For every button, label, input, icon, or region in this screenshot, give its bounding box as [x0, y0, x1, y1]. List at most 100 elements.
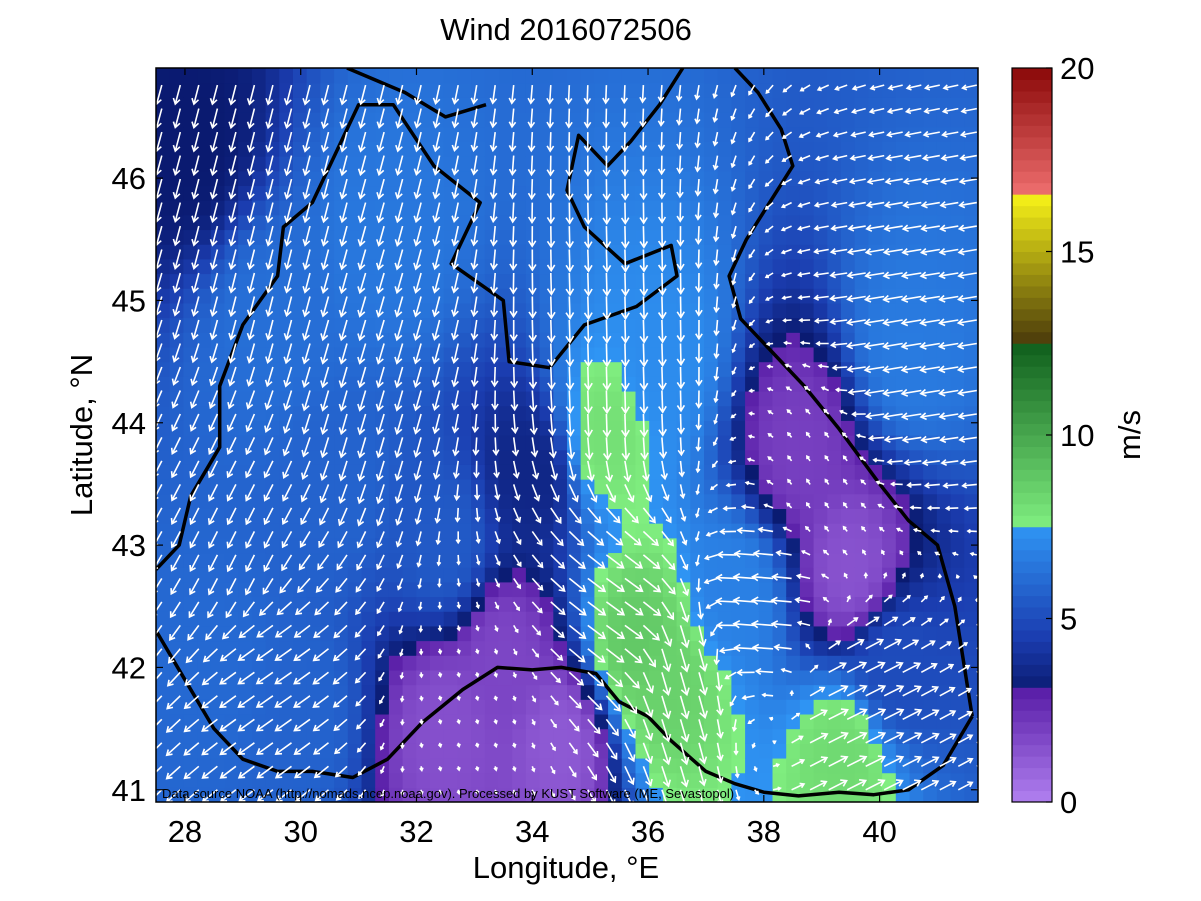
wind-arrow [283, 155, 293, 177]
speed-cell [649, 596, 664, 612]
speed-cell [827, 82, 842, 98]
speed-cell [553, 317, 568, 333]
wind-arrow [494, 601, 500, 610]
wind-arrow [170, 437, 182, 455]
wind-arrow [431, 390, 441, 412]
wind-arrow [781, 295, 792, 301]
wind-arrow [620, 132, 629, 153]
speed-cell [635, 449, 650, 465]
wind-arrow [166, 671, 181, 687]
wind-arrow [451, 108, 460, 129]
wind-arrow [400, 742, 405, 750]
speed-cell [197, 655, 212, 671]
wind-arrow [642, 789, 653, 802]
speed-cell [457, 420, 472, 436]
wind-arrow [842, 501, 848, 509]
speed-cell [471, 728, 486, 744]
wind-arrow [470, 366, 479, 388]
wind-arrow [494, 507, 501, 523]
speed-cell [430, 317, 445, 333]
wind-arrow [208, 437, 219, 455]
wind-arrow [846, 638, 865, 650]
speed-cell [457, 493, 472, 509]
speed-cell [923, 82, 938, 98]
speed-cell [457, 288, 472, 304]
wind-arrow [314, 601, 330, 616]
speed-cell [416, 684, 431, 700]
speed-cell [361, 523, 376, 539]
speed-cell [334, 156, 349, 172]
speed-cell [279, 743, 294, 759]
wind-arrow [658, 437, 668, 459]
speed-cell [567, 757, 582, 774]
speed-cell [265, 611, 280, 627]
wind-arrow [694, 226, 703, 246]
speed-cell [361, 537, 376, 554]
speed-cell [525, 655, 541, 671]
speed-cell [210, 273, 226, 289]
speed-cell [498, 743, 513, 759]
wind-arrow [246, 296, 256, 318]
speed-cell [786, 288, 801, 304]
wind-arrow [712, 226, 720, 243]
speed-cell [909, 787, 924, 802]
wind-arrow [765, 319, 774, 324]
speed-cell [484, 229, 500, 245]
wind-arrow [715, 621, 737, 630]
wind-arrow [357, 413, 367, 436]
wind-arrow [676, 390, 686, 413]
speed-cell [813, 288, 828, 304]
speed-cell [717, 449, 732, 465]
wind-arrow [713, 272, 720, 290]
speed-cell [265, 523, 280, 539]
wind-arrow [863, 388, 885, 397]
wind-arrow [156, 742, 163, 750]
speed-cell [430, 537, 445, 554]
wind-arrow [246, 366, 256, 387]
speed-cell [909, 82, 924, 98]
wind-arrow [494, 554, 501, 567]
wind-arrow [418, 625, 424, 633]
wind-arrow [453, 484, 461, 502]
wind-arrow [470, 296, 479, 318]
wind-arrow [584, 413, 593, 438]
speed-cell [594, 493, 609, 509]
wind-arrow [813, 271, 829, 278]
speed-cell [183, 317, 198, 333]
speed-cell [704, 435, 719, 451]
speed-cell [786, 713, 801, 730]
speed-cell [813, 170, 828, 187]
wind-arrow [312, 718, 329, 732]
wind-arrow [209, 155, 219, 177]
wind-arrow [921, 459, 940, 467]
wind-arrow [860, 479, 867, 485]
speed-cell [375, 699, 390, 715]
speed-cell [197, 479, 212, 495]
speed-cell [402, 743, 417, 759]
speed-cell [525, 552, 541, 568]
speed-cell [704, 611, 719, 627]
speed-cell [772, 258, 787, 275]
speed-cell [347, 596, 363, 612]
wind-arrow [920, 201, 940, 209]
speed-cell [786, 640, 801, 656]
wind-arrow [531, 742, 536, 749]
speed-cell [512, 625, 527, 642]
speed-cell [923, 141, 938, 157]
wind-arrow [245, 390, 256, 410]
speed-cell [676, 332, 691, 348]
wind-arrow [713, 366, 720, 382]
wind-arrow [320, 272, 330, 294]
speed-cell [210, 493, 226, 509]
speed-cell [594, 390, 609, 407]
speed-cell [758, 258, 774, 275]
speed-cell [841, 552, 856, 568]
speed-cell [909, 200, 924, 216]
wind-arrow [657, 202, 667, 224]
speed-cell [950, 346, 965, 363]
speed-cell [868, 713, 883, 730]
speed-cell [731, 229, 746, 245]
wind-arrow [676, 226, 685, 247]
speed-cell [375, 508, 390, 524]
wind-arrow [170, 531, 182, 549]
